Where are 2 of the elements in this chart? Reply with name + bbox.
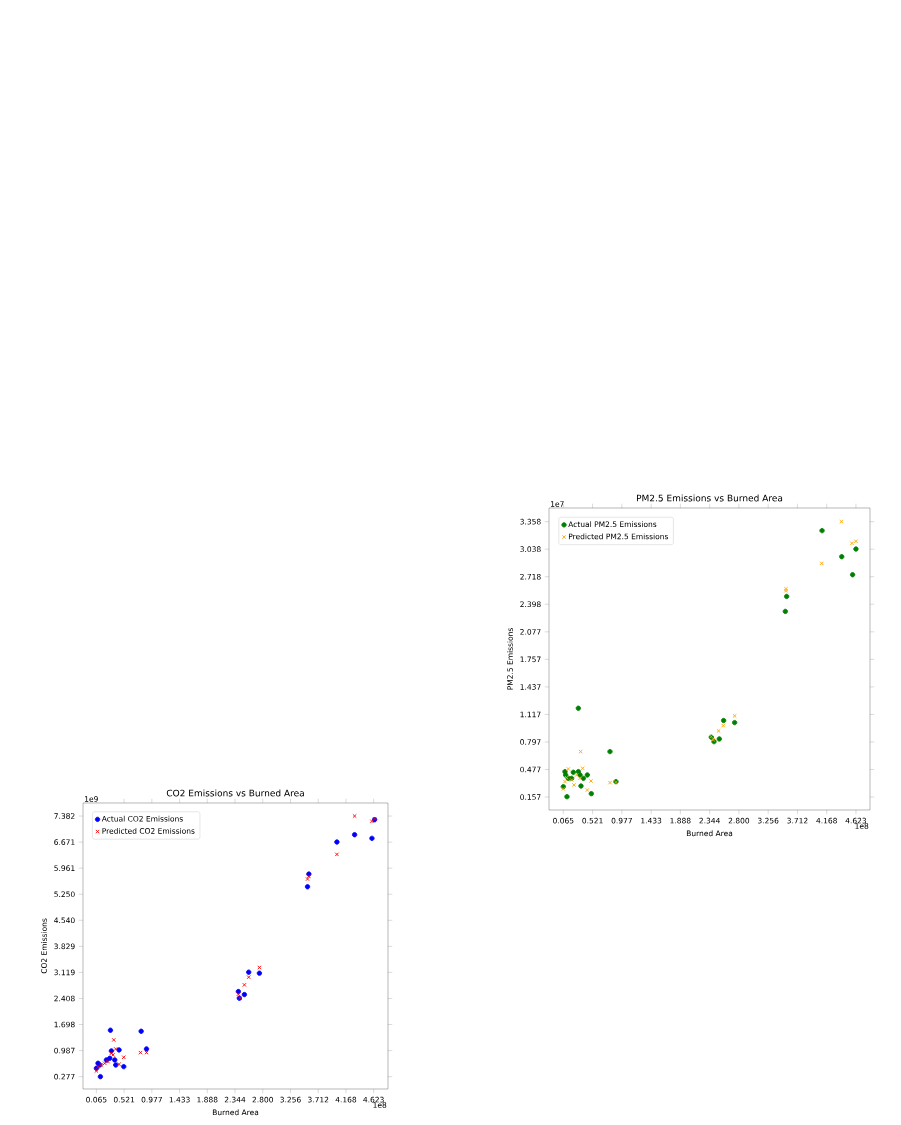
chart-title: CO2 Emissions vs Burned Area <box>166 789 304 797</box>
chart-title: PM2.5 Emissions vs Burned Area <box>636 494 783 502</box>
